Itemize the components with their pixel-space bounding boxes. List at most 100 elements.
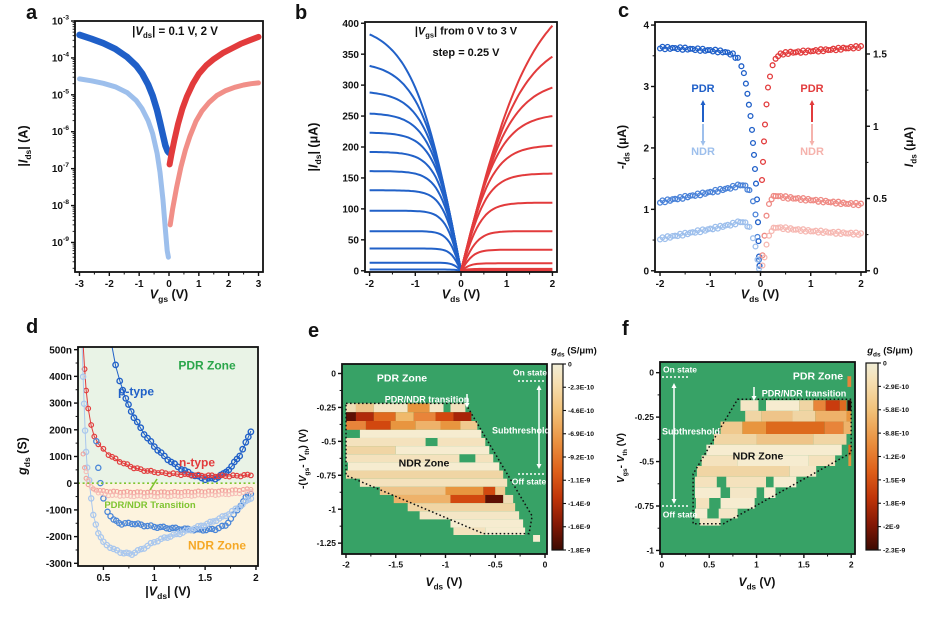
panel-a: -3 -2 -1 0 1 2 3 10-3 10-4 10-5 10-6 10-7 10-8 10-9 a… (0, 0, 312, 309)
label-pdr-zone: PDR Zone (376, 372, 428, 385)
label-pdr-p: PDR (691, 83, 715, 96)
svg-text:200: 200 (342, 143, 359, 154)
svg-text:10-5: 10-5 (52, 88, 69, 101)
panel-b: -2 -1 0 1 2 0 50 100 150 200 250 300 350 400 b |Vgs| … (290, 0, 610, 309)
svg-text:0.5: 0.5 (873, 194, 887, 205)
svg-text:-0.5: -0.5 (321, 436, 336, 446)
panel-b-x-title: Vds (V) (441, 287, 481, 304)
panel-c-y-right-title: Ids (μA) (902, 126, 919, 168)
svg-text:2: 2 (253, 573, 259, 584)
label-pdr-ndr-transition: PDR/NDR transition (761, 388, 847, 399)
label-on-state: On state (662, 364, 698, 375)
svg-text:-9.2E-10: -9.2E-10 (568, 454, 594, 461)
svg-text:10-4: 10-4 (52, 51, 69, 64)
panel-e-chart: -2 -1.5 -1 -0.5 0 0 -0.25 -0.5 -0.75 -1 -1.25 0 -2.3… (317, 361, 595, 570)
panel-f-chart: 0 0.5 1 1.5 2 0 -0.25 -0.5 -0.75 -1 0 -2.9E-10 -5.8E… (635, 360, 910, 570)
svg-text:0: 0 (883, 360, 887, 367)
label-ndr-n: NDR (800, 146, 824, 159)
svg-text:1: 1 (643, 205, 649, 216)
svg-text:-2: -2 (656, 279, 665, 290)
svg-text:1.5: 1.5 (798, 560, 810, 570)
svg-text:10-9: 10-9 (52, 236, 69, 249)
svg-text:-1.5: -1.5 (388, 560, 403, 570)
label-ndr-p: NDR (691, 146, 715, 159)
label-pdr-zone: PDR Zone (178, 358, 236, 373)
panel-b-chart: -2 -1 0 1 2 0 50 100 150 200 250 300 350 400 (342, 19, 558, 290)
label-subthreshold: Subthreshold (662, 426, 720, 437)
svg-text:-300n: -300n (46, 559, 72, 570)
svg-text:-1.25: -1.25 (317, 538, 337, 548)
svg-text:-1: -1 (646, 546, 654, 556)
svg-text:-1: -1 (411, 279, 420, 290)
panel-d-x-title: |Vds| (V) (145, 584, 191, 601)
panel-f: 0 0.5 1 1.5 2 0 -0.25 -0.5 -0.75 -1 0 -2.9E-10 -5.8E… (608, 309, 936, 618)
svg-text:0.5: 0.5 (703, 560, 715, 570)
panel-e-y-title: -(Vgs- Vth) (V) (297, 429, 311, 489)
panel-c-x-title: Vds (V) (740, 287, 780, 304)
label-on-state: On state (512, 367, 548, 378)
panel-a-x-title: Vgs (V) (149, 287, 189, 304)
svg-text:-5.8E-10: -5.8E-10 (883, 407, 909, 414)
svg-text:-1.2E-9: -1.2E-9 (883, 454, 906, 461)
svg-text:300: 300 (342, 81, 359, 92)
svg-text:0: 0 (649, 368, 654, 378)
colorbar-title: gds (S/μm) (551, 345, 597, 359)
svg-text:-1.8E-9: -1.8E-9 (568, 547, 591, 554)
svg-text:100: 100 (342, 204, 359, 215)
svg-text:10-3: 10-3 (52, 15, 69, 28)
svg-text:1: 1 (151, 573, 157, 584)
colorbar-title: gds (S/μm) (867, 345, 913, 359)
svg-text:-2: -2 (342, 560, 350, 570)
svg-text:-2.3E-9: -2.3E-9 (883, 547, 906, 554)
label-subthreshold: Subthreshold (492, 425, 550, 436)
panel-b-annotation-2: step = 0.25 V (432, 47, 500, 60)
svg-text:-0.75: -0.75 (317, 470, 337, 480)
svg-text:-0.5: -0.5 (488, 560, 503, 570)
panel-b-letter: b (295, 2, 308, 24)
label-off-state: Off state (511, 476, 547, 487)
svg-text:-3: -3 (75, 279, 84, 290)
label-pdr-zone: PDR Zone (792, 370, 844, 383)
panel-c-letter: c (618, 0, 630, 22)
panel-e: -2 -1.5 -1 -0.5 0 0 -0.25 -0.5 -0.75 -1 -1.25 0 -2.3… (290, 309, 620, 618)
svg-text:10-6: 10-6 (52, 125, 69, 138)
svg-text:-0.25: -0.25 (635, 412, 655, 422)
panel-e-letter: e (308, 320, 320, 342)
svg-text:-0.75: -0.75 (635, 501, 655, 511)
svg-text:2: 2 (550, 279, 556, 290)
svg-text:3: 3 (643, 82, 649, 93)
svg-text:-0.25: -0.25 (317, 402, 337, 412)
svg-text:0: 0 (331, 369, 336, 379)
svg-text:-1: -1 (135, 279, 144, 290)
svg-text:0: 0 (873, 266, 879, 277)
svg-text:10-7: 10-7 (52, 162, 69, 175)
panel-d-chart: 0.5 1 1.5 2 500n 400n 300n 200n 100n 0 -100n -200n -… (46, 345, 259, 584)
svg-text:1.5: 1.5 (198, 573, 212, 584)
label-pdr-ndr-transition: PDR/NDR transition (384, 394, 470, 405)
svg-text:0: 0 (543, 560, 548, 570)
svg-text:0.5: 0.5 (96, 573, 110, 584)
svg-text:1: 1 (196, 279, 202, 290)
svg-text:0: 0 (643, 266, 649, 277)
svg-text:0: 0 (568, 361, 572, 368)
svg-text:1: 1 (873, 122, 879, 133)
svg-text:100n: 100n (49, 452, 72, 463)
svg-text:-1.5E-9: -1.5E-9 (883, 477, 906, 484)
svg-text:50: 50 (348, 235, 360, 246)
svg-text:2: 2 (858, 279, 864, 290)
svg-text:350: 350 (342, 50, 359, 61)
svg-text:4: 4 (643, 21, 649, 32)
panel-e-x-title: Vds (V) (425, 575, 463, 592)
svg-text:0: 0 (660, 560, 665, 570)
svg-text:-2E-9: -2E-9 (883, 524, 900, 531)
panel-c: -2 -1 0 1 2 0 1 2 3 4 0 0.5 1 1.5 c PDR NDR PDR NDR Vds (… (608, 0, 936, 309)
label-n-type: n-type (179, 455, 215, 470)
panel-b-y-title: |Ids| (μA) (306, 122, 323, 172)
label-off-state: Off state (662, 509, 698, 520)
label-ndr-zone: NDR Zone (398, 457, 450, 470)
svg-text:0: 0 (166, 279, 172, 290)
svg-text:1: 1 (808, 279, 814, 290)
svg-text:200n: 200n (49, 425, 72, 436)
svg-text:-200n: -200n (46, 532, 72, 543)
